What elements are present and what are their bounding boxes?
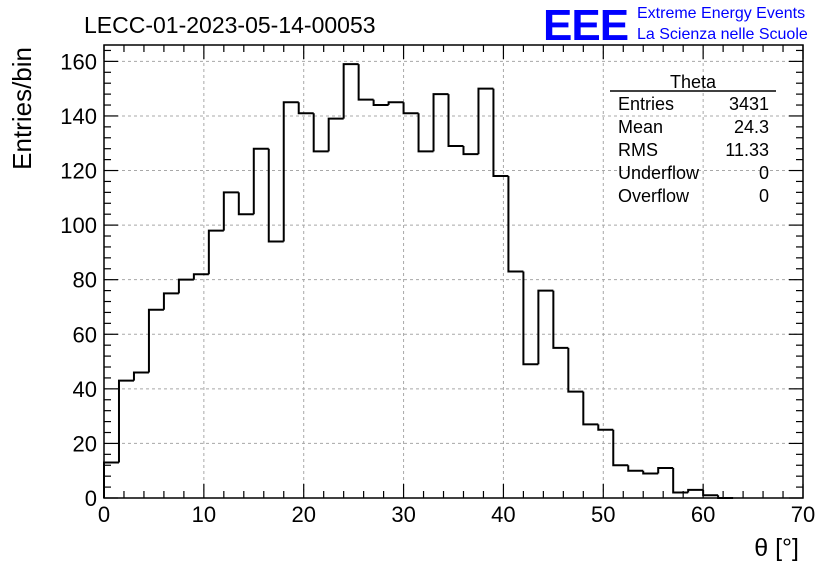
histogram-bin bbox=[387, 101, 404, 106]
y-tick-label: 100 bbox=[60, 213, 97, 238]
histogram-bin bbox=[297, 102, 314, 115]
histogram-bin bbox=[162, 292, 179, 310]
histogram-bin bbox=[357, 64, 374, 101]
histogram-bin bbox=[132, 371, 149, 381]
histogram-bin bbox=[252, 147, 269, 215]
histogram-bin bbox=[417, 113, 434, 153]
histogram-bin bbox=[103, 461, 119, 498]
logo-line-2: La Scienza nelle Scuole bbox=[637, 26, 808, 43]
histogram-bin bbox=[522, 271, 539, 366]
histogram-bin bbox=[507, 175, 524, 273]
stats-value: 0 bbox=[759, 186, 769, 206]
x-tick-label: 70 bbox=[791, 502, 815, 527]
y-tick-label: 140 bbox=[60, 104, 97, 129]
x-tick-label: 60 bbox=[691, 502, 715, 527]
histogram-bin bbox=[147, 308, 164, 373]
histogram-bin bbox=[702, 489, 719, 497]
histogram-bin bbox=[447, 94, 464, 147]
histogram-bin bbox=[282, 101, 299, 242]
histogram-bin bbox=[672, 467, 689, 494]
x-tick-label: 30 bbox=[391, 502, 415, 527]
y-axis-label: Entries/bin bbox=[7, 47, 37, 170]
x-tick-label: 50 bbox=[591, 502, 615, 527]
logo-mark: EEE bbox=[543, 1, 628, 50]
histogram-bin bbox=[342, 63, 359, 119]
stats-label: Mean bbox=[618, 117, 663, 137]
stats-label: Entries bbox=[618, 94, 674, 114]
histogram-bin bbox=[642, 470, 659, 475]
y-tick-label: 120 bbox=[60, 159, 97, 184]
histogram-bin bbox=[372, 99, 389, 107]
x-tick-label: 40 bbox=[491, 502, 515, 527]
stats-label: Underflow bbox=[618, 163, 700, 183]
chart-title: LECC-01-2023-05-14-00053 bbox=[84, 12, 376, 38]
stats-value: 3431 bbox=[729, 94, 769, 114]
histogram-bin bbox=[312, 113, 329, 153]
x-tick-label: 10 bbox=[192, 502, 216, 527]
x-tick-label: 20 bbox=[291, 502, 315, 527]
histogram-bin bbox=[267, 148, 284, 243]
histogram-bin bbox=[477, 87, 494, 155]
histogram-bin bbox=[222, 191, 239, 231]
histogram-bin bbox=[552, 290, 569, 349]
eee-logo: EEE Extreme Energy Events La Scienza nel… bbox=[543, 1, 808, 50]
histogram-bin bbox=[537, 289, 554, 365]
histogram-bin bbox=[627, 465, 644, 472]
stats-rows: Entries 3431 Mean 24.3 RMS 11.33 Underflow 0 Ove… bbox=[618, 94, 769, 206]
stats-value: 24.3 bbox=[734, 117, 769, 137]
y-tick-label: 20 bbox=[73, 431, 97, 456]
axis-ticks bbox=[103, 45, 804, 499]
histogram-bin bbox=[237, 192, 254, 216]
y-tick-label: 60 bbox=[73, 322, 97, 347]
logo-line-1: Extreme Energy Events bbox=[637, 5, 805, 22]
stats-box: Theta Entries 3431 Mean 24.3 RMS 11.33 Underfl… bbox=[610, 72, 776, 206]
grid-lines bbox=[104, 45, 803, 498]
histogram-bin bbox=[687, 488, 704, 493]
y-tick-label: 160 bbox=[60, 49, 97, 74]
histogram-bin bbox=[327, 117, 344, 152]
histogram-bin bbox=[582, 391, 599, 426]
histogram-bin bbox=[117, 379, 134, 463]
x-axis-label: θ [°] bbox=[754, 534, 799, 562]
histogram-bin bbox=[402, 102, 419, 115]
histogram-bin bbox=[192, 273, 209, 280]
histogram-bin bbox=[492, 88, 509, 177]
histogram-bin bbox=[432, 93, 449, 152]
stats-title: Theta bbox=[670, 72, 717, 92]
histogram-bin bbox=[462, 145, 479, 156]
stats-value: 0 bbox=[759, 163, 769, 183]
stats-value: 11.33 bbox=[725, 140, 769, 160]
plot-frame bbox=[103, 44, 804, 499]
histogram-bin bbox=[567, 347, 584, 393]
y-tick-label: 40 bbox=[73, 377, 97, 402]
x-tick-label: 0 bbox=[98, 502, 110, 527]
stats-label: RMS bbox=[618, 140, 658, 160]
y-tick-label: 0 bbox=[85, 486, 97, 511]
histogram-bin bbox=[597, 424, 614, 431]
histogram-bin bbox=[207, 229, 224, 275]
histogram-bin bbox=[657, 466, 674, 474]
histogram-bin bbox=[177, 278, 194, 294]
stats-label: Overflow bbox=[618, 186, 690, 206]
histogram-bin bbox=[612, 429, 629, 467]
y-tick-label: 80 bbox=[73, 268, 97, 293]
tick-labels: 0 10 20 30 40 50 60 70 0 20 40 60 80 100 120 140 160 bbox=[60, 49, 815, 527]
